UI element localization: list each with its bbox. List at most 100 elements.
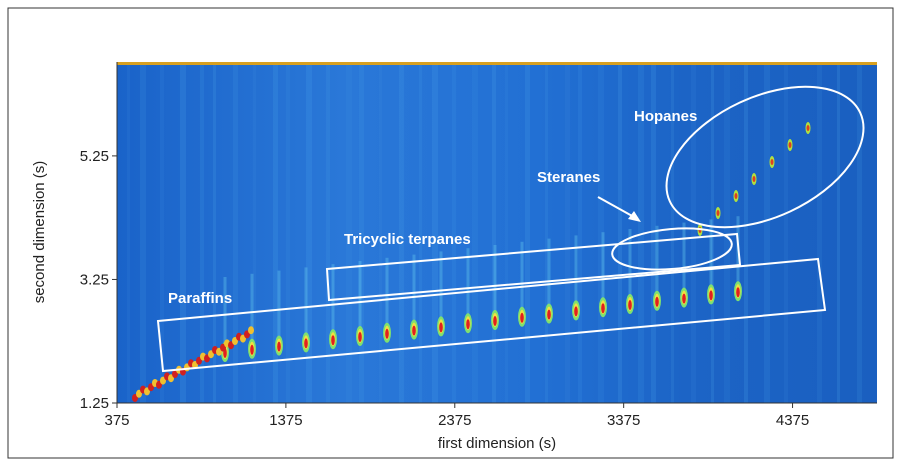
streak xyxy=(547,238,551,314)
peak xyxy=(628,300,632,310)
streak xyxy=(638,62,644,403)
streak xyxy=(326,62,330,403)
streak xyxy=(574,235,578,311)
annotation: Tricyclic terpanes xyxy=(344,231,471,248)
annotation: Steranes xyxy=(537,169,600,186)
streak xyxy=(160,62,164,403)
peak xyxy=(277,341,281,352)
annotation: Hopanes xyxy=(634,108,697,125)
streak xyxy=(837,62,840,403)
streak xyxy=(655,225,659,301)
peak xyxy=(412,325,416,336)
streak xyxy=(306,62,312,403)
x-tick-label: 375 xyxy=(104,412,129,429)
peak xyxy=(520,312,524,323)
streak xyxy=(691,62,696,403)
streak xyxy=(472,62,478,403)
peak xyxy=(682,293,686,304)
y-axis-title: second dimension (s) xyxy=(31,161,48,304)
paraffins-box xyxy=(156,257,827,373)
streak xyxy=(578,62,582,403)
streak xyxy=(744,62,748,403)
peak xyxy=(788,142,792,148)
streak xyxy=(711,62,714,403)
peak xyxy=(601,303,605,314)
peak xyxy=(304,338,308,349)
peak xyxy=(358,332,362,342)
x-tick-label: 2375 xyxy=(438,412,471,429)
frame xyxy=(7,7,894,459)
streak xyxy=(651,62,656,403)
annotation: Paraffins xyxy=(168,290,232,307)
streak xyxy=(671,62,674,403)
peak xyxy=(709,290,713,301)
streak xyxy=(127,62,130,403)
streak xyxy=(358,261,362,336)
peak xyxy=(736,287,740,298)
streak xyxy=(346,62,352,403)
peak xyxy=(439,322,443,333)
streak xyxy=(857,62,862,403)
peak xyxy=(250,344,254,355)
streak xyxy=(432,62,438,403)
streak xyxy=(277,270,281,346)
streak xyxy=(784,62,788,403)
streak xyxy=(399,62,404,403)
streak xyxy=(601,232,605,308)
streak xyxy=(466,248,470,324)
peak xyxy=(806,125,810,131)
streak xyxy=(200,62,204,403)
streak xyxy=(682,222,686,298)
streak xyxy=(724,62,730,403)
y-tick-label: 1.25 xyxy=(80,395,109,412)
heatmap-background xyxy=(117,62,877,403)
streak xyxy=(304,267,308,343)
x-tick-label: 3375 xyxy=(607,412,640,429)
peak xyxy=(734,193,738,199)
streak xyxy=(505,62,508,403)
hopanes-ellipse xyxy=(665,85,865,229)
streak xyxy=(764,62,770,403)
streak xyxy=(493,245,497,320)
peak xyxy=(770,159,774,165)
streak xyxy=(598,62,604,403)
streak xyxy=(286,62,290,403)
y-tick-label: 3.25 xyxy=(80,271,109,288)
peak xyxy=(574,306,578,317)
peak xyxy=(248,326,254,335)
streak xyxy=(520,241,524,317)
x-tick-label: 1375 xyxy=(269,412,302,429)
streak xyxy=(379,62,382,403)
peak xyxy=(716,210,720,216)
peak xyxy=(752,176,756,182)
streak xyxy=(565,62,570,403)
peak xyxy=(655,296,659,307)
peak xyxy=(331,335,335,346)
streak xyxy=(709,219,713,295)
streak xyxy=(439,251,443,327)
streak xyxy=(492,62,496,403)
peak xyxy=(466,319,470,330)
arrow-head xyxy=(628,211,641,222)
streak xyxy=(331,264,335,340)
streak xyxy=(180,62,186,403)
plot-top-edge xyxy=(117,62,877,65)
y-tick-label: 5.25 xyxy=(80,148,109,165)
peak xyxy=(493,316,497,326)
streak xyxy=(419,62,422,403)
streak xyxy=(253,62,256,403)
x-tick-label: 4375 xyxy=(776,412,809,429)
streak xyxy=(545,62,548,403)
terpanes-box xyxy=(325,232,742,302)
streak xyxy=(618,62,622,403)
peak xyxy=(385,328,389,339)
peak xyxy=(547,309,551,320)
streak xyxy=(525,62,530,403)
streak xyxy=(817,62,822,403)
steranes-arrow xyxy=(597,196,635,218)
streak xyxy=(233,62,238,403)
x-axis-title: first dimension (s) xyxy=(438,435,556,452)
annotations: Paraffins Tricyclic terpanes Steranes Ho… xyxy=(156,85,865,373)
